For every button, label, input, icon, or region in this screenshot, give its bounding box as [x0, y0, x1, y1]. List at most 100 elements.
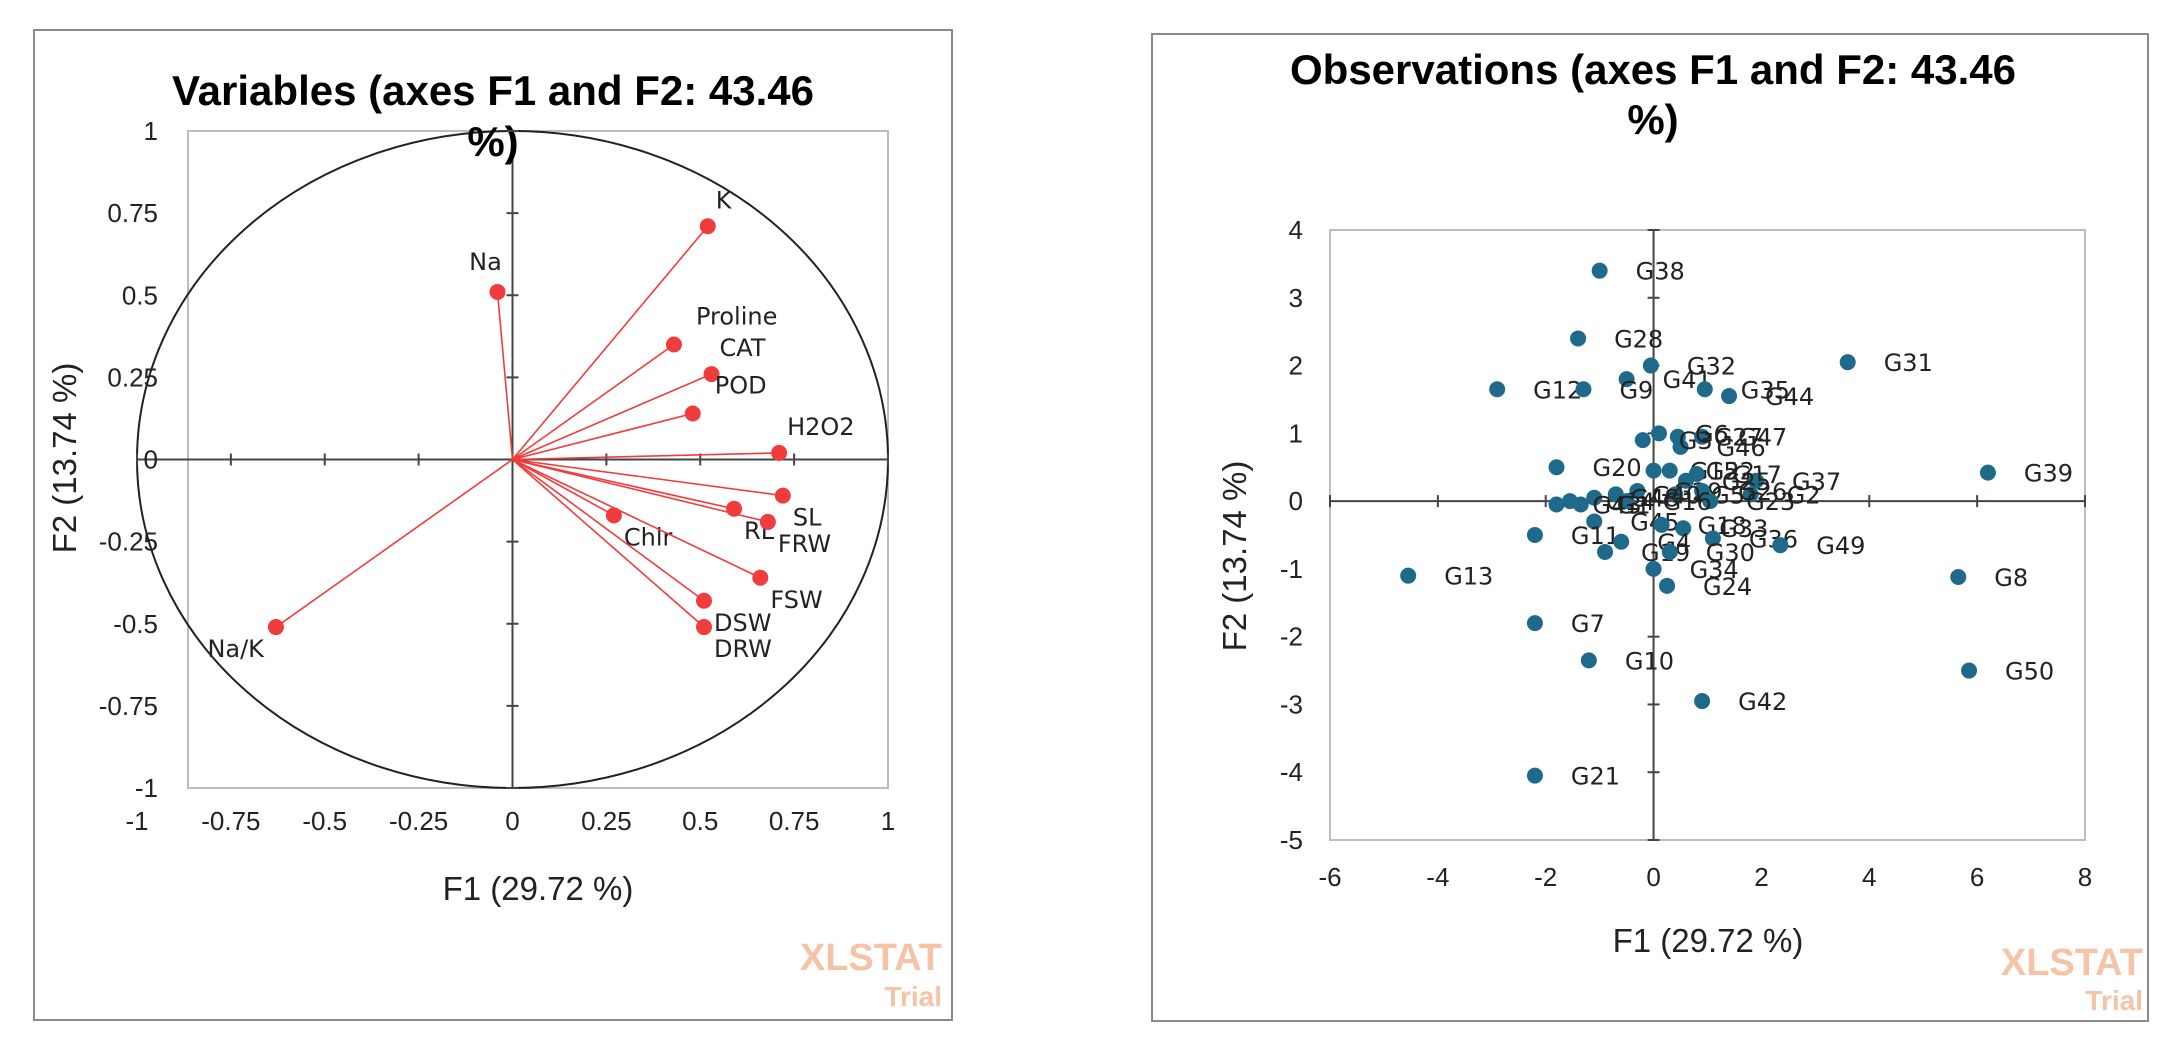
variables-y-axis-title: F2 (13.74 %)	[46, 363, 83, 554]
vector-label: K	[716, 186, 733, 214]
x-tick-label: 0.75	[769, 806, 820, 836]
vector-label: FSW	[770, 586, 822, 614]
observation-label: G44	[1765, 383, 1814, 411]
x-tick-label: -0.5	[302, 806, 347, 836]
vector-line	[512, 458, 783, 497]
observation-point	[1696, 381, 1713, 398]
vector-line	[496, 291, 514, 460]
x-tick-label: -1	[125, 806, 148, 836]
observation-point	[1591, 262, 1608, 279]
observation-label: G9	[1619, 376, 1653, 404]
observation-point	[1642, 357, 1659, 374]
vector-point	[703, 366, 720, 383]
observation-point	[1979, 464, 1996, 481]
observation-label: G20	[1593, 454, 1642, 482]
variables-watermark-brand: XLSTAT	[800, 937, 942, 979]
x-tick-label: 8	[2078, 862, 2092, 892]
y-tick-label: -1	[135, 773, 158, 803]
observation-label: G38	[1636, 258, 1685, 286]
vector-line	[512, 452, 780, 461]
observation-point	[1659, 577, 1676, 594]
observation-label: G6	[1695, 420, 1729, 448]
observation-label: G28	[1614, 325, 1663, 353]
observation-point	[1661, 462, 1678, 479]
observation-point	[1489, 381, 1506, 398]
vector-point	[771, 444, 788, 461]
observation-point	[1618, 493, 1635, 510]
observation-point	[1677, 472, 1694, 489]
observation-label: G50	[2005, 658, 2054, 686]
observation-label: G47	[1738, 424, 1787, 452]
observation-point	[1586, 513, 1603, 530]
variables-chart-title-line2: %)	[467, 118, 518, 165]
observation-label: G40	[1652, 481, 1701, 509]
vector-line	[511, 225, 709, 461]
vector-line	[512, 458, 705, 602]
observation-label: G25	[1722, 468, 1771, 496]
observation-label: G34	[1690, 556, 1739, 584]
observation-label: G2	[1787, 481, 1821, 509]
vector-label: Na/K	[207, 635, 265, 663]
observation-point	[1526, 527, 1543, 543]
observation-point	[1586, 489, 1603, 506]
vector-line	[512, 412, 693, 461]
observation-point	[1653, 516, 1670, 533]
observation-label: G46	[1717, 434, 1766, 462]
observation-label: G26	[1738, 478, 1787, 506]
y-tick-label: -5	[1280, 825, 1303, 855]
observations-watermark-brand: XLSTAT	[2001, 942, 2143, 984]
observation-label: G30	[1706, 539, 1755, 567]
y-tick-label: -0.75	[99, 691, 158, 721]
vector-point	[665, 336, 682, 353]
observation-label: G8	[1994, 564, 2028, 592]
observation-label: G3	[1679, 427, 1713, 455]
x-tick-label: -6	[1318, 862, 1341, 892]
observation-point	[1839, 354, 1856, 371]
vector-point	[489, 283, 506, 300]
x-tick-label: 6	[1970, 862, 1984, 892]
observation-label: G23	[1746, 488, 1795, 516]
observation-label: G16	[1663, 488, 1712, 516]
observation-label: G10	[1625, 647, 1674, 675]
y-tick-label: 4	[1289, 215, 1303, 245]
observation-point	[1661, 543, 1678, 560]
observation-point	[1618, 371, 1635, 388]
x-tick-label: -2	[1534, 862, 1557, 892]
observation-point	[1613, 533, 1630, 550]
vector-label: DRW	[714, 635, 772, 663]
vector-point	[774, 487, 791, 504]
observation-label: G48	[1630, 485, 1679, 513]
x-tick-label: 0	[1646, 862, 1660, 892]
vector-label: SL	[793, 504, 822, 532]
y-tick-label: 2	[1289, 351, 1303, 381]
observation-point	[1645, 462, 1662, 479]
observation-point	[1629, 482, 1646, 499]
observation-point	[1721, 388, 1738, 405]
observation-point	[1704, 530, 1721, 547]
observation-point	[1961, 662, 1978, 679]
y-tick-label: -3	[1280, 689, 1303, 719]
observation-label: G27	[1714, 424, 1763, 452]
observation-label: G12	[1533, 376, 1582, 404]
vector-point	[605, 507, 622, 524]
vector-point	[699, 218, 716, 235]
observation-label: G32	[1687, 353, 1736, 381]
vector-line	[512, 373, 712, 461]
x-tick-label: -0.25	[389, 806, 448, 836]
observation-label: G13	[1444, 563, 1493, 591]
y-tick-label: -0.25	[99, 527, 158, 557]
observation-point	[1597, 543, 1614, 560]
observation-label: G35	[1741, 376, 1790, 404]
y-tick-label: 1	[1289, 418, 1303, 448]
vector-label: H2O2	[787, 413, 854, 441]
observation-point	[1570, 330, 1587, 347]
observation-point	[1650, 425, 1667, 442]
observation-label: G31	[1884, 349, 1933, 377]
observation-point	[1634, 432, 1651, 449]
vector-line	[511, 458, 705, 628]
x-tick-label: 1	[881, 806, 895, 836]
observations-x-axis-title: F1 (29.72 %)	[1613, 922, 1804, 959]
observations-chart-frame	[1151, 33, 2149, 1022]
vector-point	[267, 619, 284, 636]
observation-label: G22	[1706, 458, 1755, 486]
